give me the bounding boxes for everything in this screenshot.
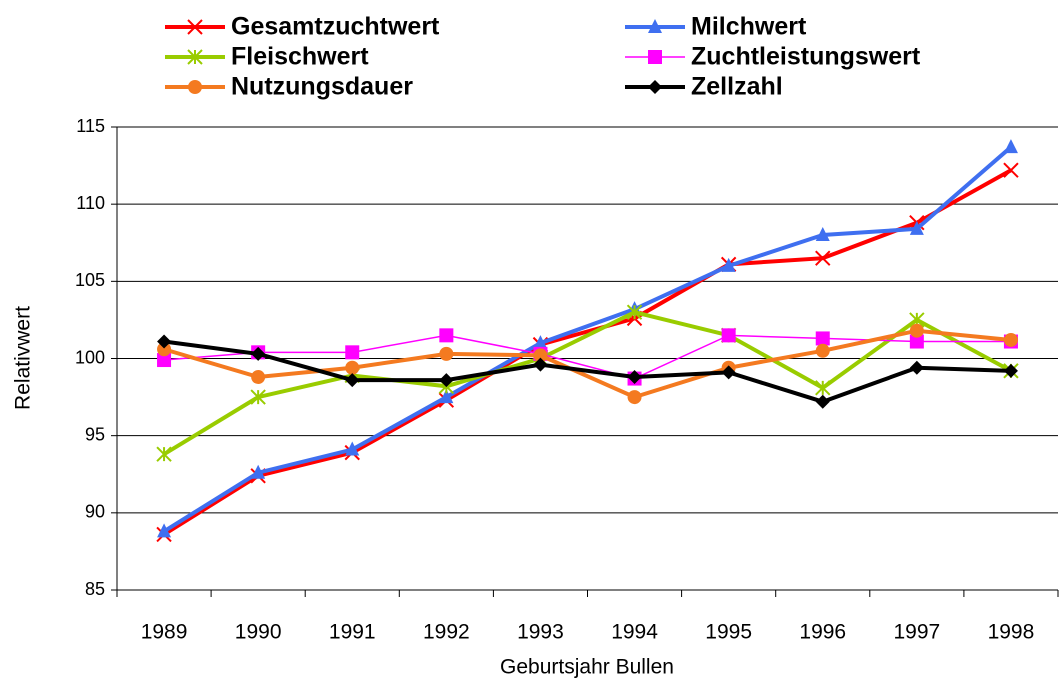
legend-label: Fleischwert: [231, 43, 369, 71]
marker: [815, 250, 831, 266]
marker: [345, 373, 360, 388]
x-tick-label: 1994: [611, 621, 658, 644]
marker: [345, 360, 360, 375]
x-tick-label: 1991: [329, 621, 376, 644]
marker: [157, 353, 172, 368]
marker: [909, 220, 924, 235]
y-tick-label: 95: [85, 424, 105, 444]
marker: [345, 441, 360, 456]
marker: [815, 380, 831, 396]
marker: [251, 346, 266, 361]
marker: [533, 357, 548, 372]
y-tick-label: 110: [76, 193, 105, 213]
marker: [439, 346, 454, 361]
series-line: [163, 339, 1012, 404]
x-tick-label: 1992: [423, 621, 470, 644]
marker: [157, 342, 172, 357]
series-line: [162, 145, 1013, 534]
marker: [156, 446, 172, 462]
marker: [815, 394, 830, 409]
y-tick-label: 100: [75, 347, 105, 367]
marker: [533, 348, 548, 363]
series-line: [163, 310, 1012, 456]
marker: [648, 80, 662, 94]
marker: [188, 80, 202, 94]
legend-label: Zellzahl: [691, 73, 783, 101]
marker: [909, 334, 924, 349]
marker: [251, 370, 266, 385]
marker: [1003, 363, 1018, 378]
marker: [721, 257, 736, 272]
marker: [1003, 139, 1018, 154]
marker: [815, 343, 830, 358]
series-line: [162, 168, 1012, 537]
y-tick-label: 115: [76, 116, 105, 136]
x-tick-label: 1995: [705, 621, 752, 644]
marker: [439, 373, 454, 388]
y-tick-label: 105: [75, 270, 105, 290]
legend-label: Milchwert: [691, 13, 807, 41]
marker: [648, 50, 662, 64]
legend-label: Zuchtleistungswert: [691, 43, 921, 71]
x-tick-label: 1998: [988, 621, 1035, 644]
marker: [1003, 332, 1018, 347]
marker: [439, 328, 454, 343]
legend-label: Gesamtzuchtwert: [231, 13, 440, 41]
x-tick-label: 1990: [235, 621, 282, 644]
marker: [251, 464, 266, 479]
marker: [626, 304, 643, 320]
marker: [627, 390, 642, 405]
x-tick-label: 1989: [141, 621, 188, 644]
x-tick-label: 1997: [893, 621, 940, 644]
marker: [627, 370, 642, 385]
marker: [533, 335, 548, 350]
marker: [648, 19, 662, 33]
y-axis-label: Relativwert: [12, 306, 35, 410]
x-axis-label: Geburtsjahr Bullen: [500, 656, 674, 679]
marker: [815, 331, 830, 346]
marker: [187, 49, 203, 65]
marker: [345, 345, 360, 360]
y-tick-label: 90: [85, 502, 105, 522]
marker: [439, 389, 454, 404]
series-line: [163, 328, 1012, 400]
marker: [1003, 162, 1019, 178]
x-tick-label: 1996: [799, 621, 846, 644]
marker: [250, 389, 266, 405]
marker: [721, 365, 736, 380]
marker: [721, 328, 736, 343]
marker: [157, 523, 172, 538]
marker: [187, 19, 203, 35]
marker: [815, 227, 830, 242]
legend-label: Nutzungsdauer: [231, 73, 413, 101]
marker: [909, 360, 924, 375]
x-tick-label: 1993: [517, 621, 564, 644]
y-tick-label: 85: [85, 579, 105, 599]
marker: [909, 323, 924, 338]
marker: [157, 334, 172, 349]
